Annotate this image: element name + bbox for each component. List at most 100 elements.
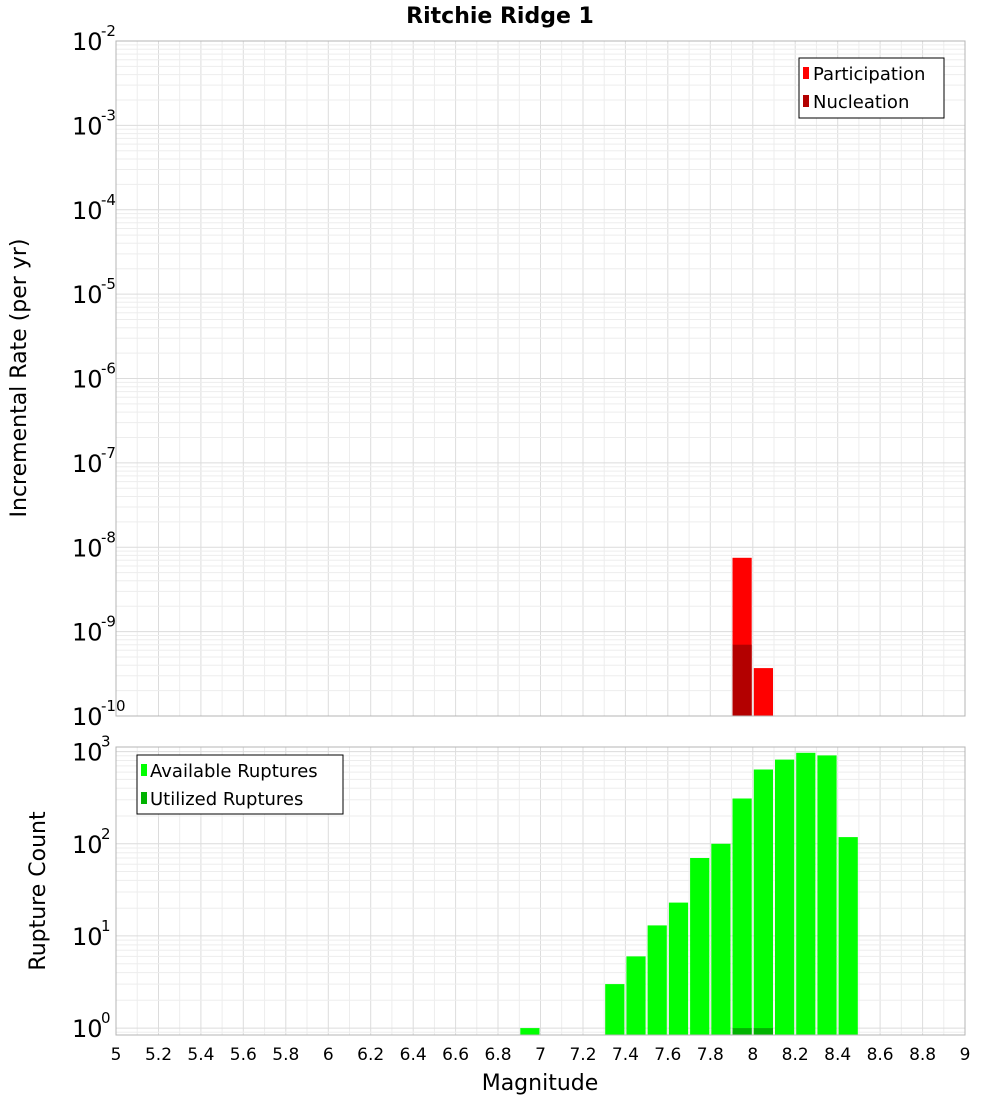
svg-text:10: 10 bbox=[72, 831, 103, 859]
svg-text:1: 1 bbox=[101, 917, 111, 935]
x-tick-label: 5.8 bbox=[272, 1045, 299, 1065]
legend-swatch-utilized-ruptures bbox=[141, 792, 147, 804]
count-y-tick-label: 100 bbox=[72, 1009, 111, 1043]
rate-y-tick-label: 10-4 bbox=[72, 191, 116, 225]
x-tick-label: 6 bbox=[323, 1045, 334, 1065]
svg-text:3: 3 bbox=[101, 733, 111, 751]
x-tick-label: 8.2 bbox=[782, 1045, 809, 1065]
x-tick-label: 8.8 bbox=[909, 1045, 936, 1065]
rate-y-tick-label: 10-9 bbox=[72, 613, 116, 647]
x-tick-label: 7.4 bbox=[612, 1045, 639, 1065]
svg-text:-2: -2 bbox=[101, 22, 116, 40]
x-tick-label: 6.8 bbox=[484, 1045, 511, 1065]
svg-text:-8: -8 bbox=[101, 528, 116, 546]
bar-available-ruptures bbox=[520, 1028, 540, 1035]
svg-text:-10: -10 bbox=[101, 697, 126, 715]
x-tick-label: 7.8 bbox=[697, 1045, 724, 1065]
x-tick-label: 6.2 bbox=[357, 1045, 384, 1065]
svg-text:0: 0 bbox=[101, 1009, 111, 1027]
count-legend: Available Ruptures Utilized Ruptures bbox=[136, 754, 344, 815]
x-tick-label: 5.6 bbox=[230, 1045, 257, 1065]
legend-swatch-participation bbox=[803, 67, 809, 79]
svg-text:-9: -9 bbox=[101, 613, 116, 631]
legend-label-available-ruptures: Available Ruptures bbox=[150, 761, 318, 782]
rate-legend-box bbox=[798, 57, 945, 119]
svg-text:2: 2 bbox=[101, 825, 111, 843]
svg-text:10: 10 bbox=[72, 450, 103, 478]
rate-gridlines bbox=[115, 40, 966, 717]
bar-available-ruptures bbox=[605, 984, 625, 1035]
bar-participation bbox=[753, 668, 773, 716]
svg-text:-7: -7 bbox=[101, 444, 116, 462]
chart-title: Ritchie Ridge 1 bbox=[406, 4, 594, 29]
x-tick-label: 8 bbox=[747, 1045, 758, 1065]
x-axis-label: Magnitude bbox=[482, 1071, 599, 1096]
legend-label-utilized-ruptures: Utilized Ruptures bbox=[150, 789, 303, 810]
count-y-axis-label: Rupture Count bbox=[26, 811, 51, 971]
x-tick-label: 5.2 bbox=[145, 1045, 172, 1065]
bar-available-ruptures bbox=[647, 925, 667, 1035]
bar-available-ruptures bbox=[838, 837, 858, 1035]
x-tick-label: 5.4 bbox=[187, 1045, 214, 1065]
x-tick-label: 6.6 bbox=[442, 1045, 469, 1065]
x-tick-label: 6.4 bbox=[400, 1045, 427, 1065]
svg-text:-5: -5 bbox=[101, 275, 116, 293]
bar-available-ruptures bbox=[775, 759, 795, 1035]
rate-y-tick-label: 10-10 bbox=[72, 697, 126, 731]
bar-available-ruptures bbox=[626, 956, 646, 1035]
bar-available-ruptures bbox=[668, 902, 689, 1035]
count-y-tick-label: 103 bbox=[72, 733, 111, 767]
svg-text:10: 10 bbox=[72, 619, 103, 647]
bar-available-ruptures bbox=[796, 752, 816, 1035]
x-tick-label: 8.6 bbox=[867, 1045, 894, 1065]
x-tick-label: 5 bbox=[111, 1045, 122, 1065]
bar-available-ruptures bbox=[732, 798, 752, 1035]
bar-utilized-ruptures bbox=[732, 1028, 752, 1035]
count-y-tick-label: 102 bbox=[72, 825, 111, 859]
svg-text:10: 10 bbox=[72, 112, 103, 140]
svg-text:10: 10 bbox=[72, 281, 103, 309]
rate-y-tick-label: 10-3 bbox=[72, 106, 116, 140]
svg-text:10: 10 bbox=[72, 923, 103, 951]
x-tick-label: 7 bbox=[535, 1045, 546, 1065]
svg-text:10: 10 bbox=[72, 739, 103, 767]
count-legend-box bbox=[136, 754, 344, 815]
rate-plot-frame bbox=[115, 40, 966, 717]
svg-text:-3: -3 bbox=[101, 106, 116, 124]
rate-legend: Participation Nucleation bbox=[798, 57, 945, 119]
rate-y-tick-label: 10-6 bbox=[72, 360, 116, 394]
svg-text:10: 10 bbox=[72, 28, 103, 56]
bar-nucleation bbox=[732, 644, 752, 716]
svg-text:10: 10 bbox=[72, 703, 103, 731]
svg-text:10: 10 bbox=[72, 534, 103, 562]
rate-bars bbox=[732, 557, 773, 716]
legend-swatch-nucleation bbox=[803, 95, 809, 107]
bar-available-ruptures bbox=[817, 755, 837, 1035]
bar-available-ruptures bbox=[690, 858, 710, 1035]
x-tick-label: 7.2 bbox=[569, 1045, 596, 1065]
x-tick-label: 9 bbox=[960, 1045, 971, 1065]
count-bars bbox=[520, 752, 858, 1035]
bar-available-ruptures bbox=[711, 843, 731, 1035]
x-tick-label: 7.6 bbox=[654, 1045, 681, 1065]
legend-swatch-available-ruptures bbox=[141, 764, 147, 776]
rate-y-tick-label: 10-2 bbox=[72, 22, 116, 56]
bar-utilized-ruptures bbox=[753, 1028, 773, 1035]
x-tick-label: 8.4 bbox=[824, 1045, 851, 1065]
count-plot-frame bbox=[115, 746, 966, 1036]
legend-label-nucleation: Nucleation bbox=[813, 92, 909, 113]
rate-y-tick-label: 10-8 bbox=[72, 528, 116, 562]
count-x-ticks: 5 5.2 5.4 5.6 5.8 6 6.2 6.4 6.6 6.8 7 7.2 7.4 7.6 7.8 8… bbox=[111, 1045, 971, 1065]
rate-y-axis-label: Incremental Rate (per yr) bbox=[7, 239, 32, 518]
svg-text:10: 10 bbox=[72, 366, 103, 394]
rate-y-tick-label: 10-7 bbox=[72, 444, 116, 478]
svg-text:10: 10 bbox=[72, 197, 103, 225]
bar-available-ruptures bbox=[753, 769, 773, 1035]
rate-y-tick-label: 10-5 bbox=[72, 275, 116, 309]
svg-text:-6: -6 bbox=[101, 360, 116, 378]
